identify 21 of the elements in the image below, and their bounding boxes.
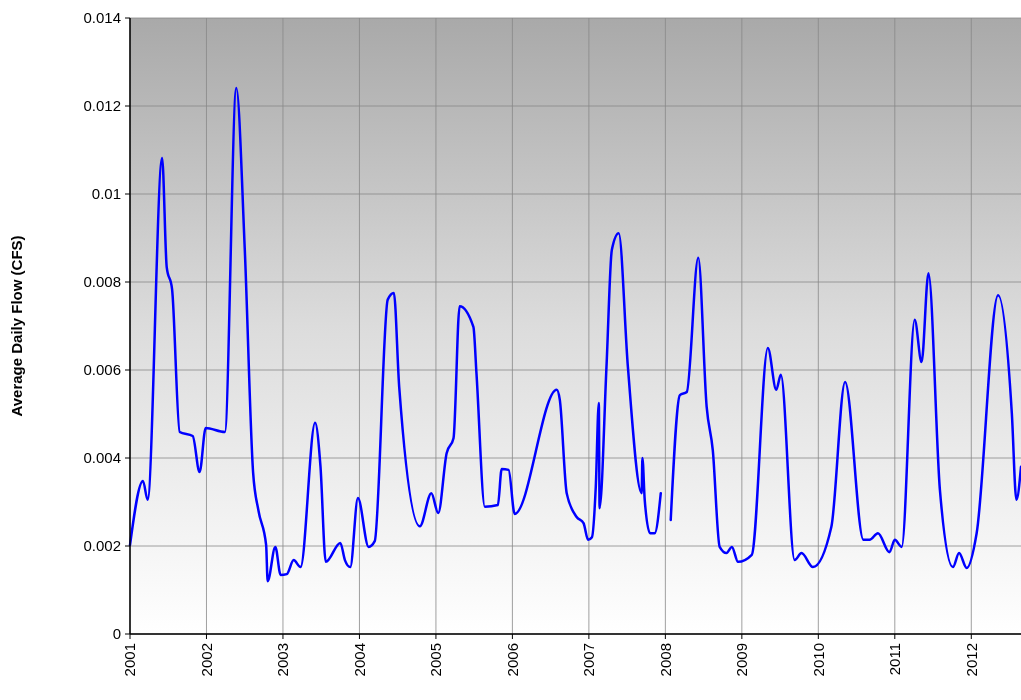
x-tick-label: 2010 (809, 643, 827, 677)
y-tick-label: 0.002 (83, 537, 121, 555)
y-tick-label: 0.004 (83, 449, 121, 467)
y-tick-label: 0.006 (83, 361, 121, 379)
x-tick-label: 2008 (656, 643, 674, 677)
x-tick-label: 2007 (580, 643, 598, 677)
y-tick-label: 0.014 (83, 9, 121, 27)
x-tick-label: 2012 (962, 643, 980, 677)
x-tick-label: 2011 (886, 643, 904, 676)
y-tick-label: 0 (112, 625, 121, 643)
x-tick-label: 2009 (733, 643, 751, 677)
x-tick-label: 2004 (350, 643, 368, 677)
y-tick-label: 0.012 (83, 97, 121, 115)
x-tick-label: 2003 (274, 643, 292, 677)
y-tick-label: 0.008 (83, 273, 121, 291)
y-tick-label: 0.01 (91, 185, 121, 203)
y-axis-title: Average Daily Flow (CFS) (8, 235, 25, 417)
x-tick-label: 2006 (503, 643, 521, 677)
x-tick-label: 2001 (121, 643, 139, 677)
x-tick-label: 2002 (197, 643, 215, 677)
x-tick-label: 2005 (427, 643, 445, 677)
